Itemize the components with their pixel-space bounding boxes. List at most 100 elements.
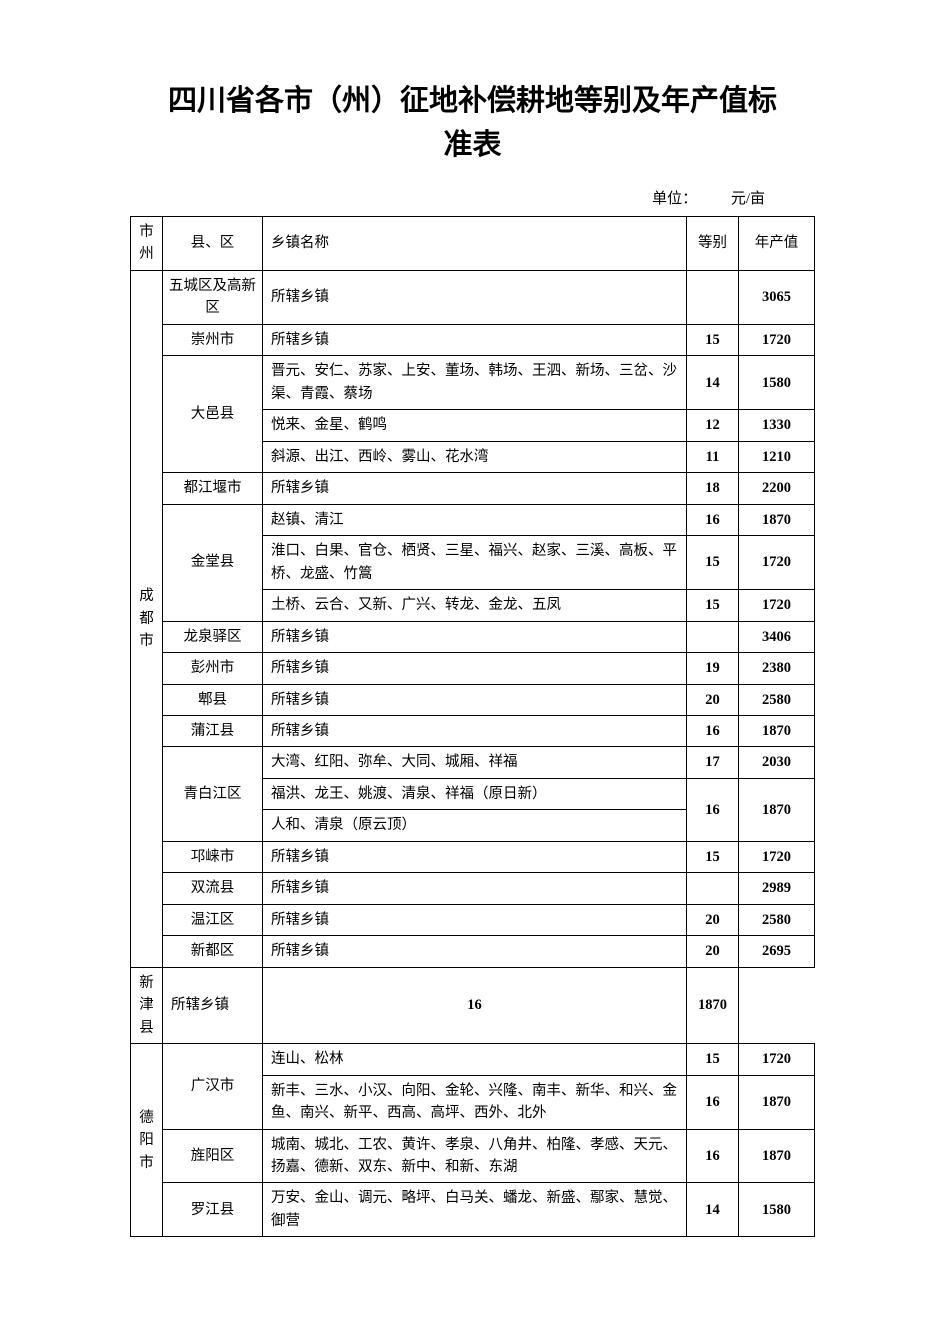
- town-cell: 人和、清泉（原云顶）: [263, 810, 687, 841]
- table-row: 都江堰市所辖乡镇182200: [131, 473, 815, 504]
- table-row: 新津县所辖乡镇161870: [131, 967, 815, 1043]
- town-cell: 所辖乡镇: [263, 621, 687, 652]
- table-row: 郫县所辖乡镇202580: [131, 684, 815, 715]
- grade-cell: 15: [687, 1044, 739, 1075]
- grade-cell: 14: [687, 1183, 739, 1237]
- county-cell: 彭州市: [163, 653, 263, 684]
- grade-cell: 17: [687, 747, 739, 778]
- table-row: 新都区所辖乡镇202695: [131, 936, 815, 967]
- table-row: 邛崃市所辖乡镇151720: [131, 841, 815, 872]
- value-cell: 1720: [739, 841, 815, 872]
- grade-cell: [687, 270, 739, 324]
- value-cell: 1870: [739, 1075, 815, 1129]
- town-cell: 所辖乡镇: [263, 841, 687, 872]
- title-line-2: 准表: [443, 129, 501, 161]
- header-town: 乡镇名称: [263, 217, 687, 271]
- county-cell: 邛崃市: [163, 841, 263, 872]
- city-cell: 成都市: [131, 270, 163, 967]
- grade-cell: [687, 873, 739, 904]
- value-cell: 2989: [739, 873, 815, 904]
- grade-cell: 19: [687, 653, 739, 684]
- county-cell: 温江区: [163, 904, 263, 935]
- town-cell: 万安、金山、调元、略坪、白马关、蟠龙、新盛、鄢家、慧觉、御营: [263, 1183, 687, 1237]
- town-cell: 大湾、红阳、弥牟、大同、城厢、祥福: [263, 747, 687, 778]
- value-cell: 1870: [739, 1129, 815, 1183]
- title-line-1: 四川省各市（州）征地补偿耕地等别及年产值标: [168, 85, 777, 117]
- county-cell: 蒲江县: [163, 715, 263, 746]
- town-cell: 福洪、龙王、姚渡、清泉、祥福（原日新）: [263, 778, 687, 809]
- town-cell: 晋元、安仁、苏家、上安、董场、韩场、王泗、新场、三岔、沙渠、青霞、蔡场: [263, 356, 687, 410]
- grade-cell: [687, 621, 739, 652]
- value-cell: 2695: [739, 936, 815, 967]
- town-cell: 土桥、云合、又新、广兴、转龙、金龙、五凤: [263, 590, 687, 621]
- grade-cell: 20: [687, 904, 739, 935]
- table-row: 双流县所辖乡镇 2989: [131, 873, 815, 904]
- value-cell: 1870: [739, 778, 815, 841]
- unit-label: 单位：: [652, 187, 697, 208]
- town-cell: 所辖乡镇: [263, 653, 687, 684]
- grade-cell: 18: [687, 473, 739, 504]
- town-cell: 悦来、金星、鹤鸣: [263, 410, 687, 441]
- value-cell: 2200: [739, 473, 815, 504]
- grade-cell: 16: [687, 778, 739, 841]
- county-cell: 龙泉驿区: [163, 621, 263, 652]
- county-cell: 罗江县: [163, 1183, 263, 1237]
- town-cell: 所辖乡镇: [263, 873, 687, 904]
- value-cell: 2580: [739, 684, 815, 715]
- table-row: 蒲江县所辖乡镇161870: [131, 715, 815, 746]
- county-cell: 大邑县: [163, 356, 263, 473]
- town-cell: 城南、城北、工农、黄许、孝泉、八角井、柏隆、孝感、天元、扬嘉、德新、双东、新中、…: [263, 1129, 687, 1183]
- header-grade: 等别: [687, 217, 739, 271]
- table-row: 大邑县晋元、安仁、苏家、上安、董场、韩场、王泗、新场、三岔、沙渠、青霞、蔡场14…: [131, 356, 815, 410]
- header-value: 年产值: [739, 217, 815, 271]
- town-cell: 所辖乡镇: [263, 270, 687, 324]
- grade-cell: 16: [687, 504, 739, 535]
- town-cell: 赵镇、清江: [263, 504, 687, 535]
- table-row: 龙泉驿区所辖乡镇 3406: [131, 621, 815, 652]
- table-row: 青白江区大湾、红阳、弥牟、大同、城厢、祥福172030: [131, 747, 815, 778]
- county-cell: 旌阳区: [163, 1129, 263, 1183]
- grade-cell: 15: [687, 536, 739, 590]
- unit-row: 单位： 元/亩: [130, 187, 815, 208]
- town-cell: 所辖乡镇: [163, 967, 263, 1043]
- value-cell: 2580: [739, 904, 815, 935]
- grade-cell: 15: [687, 841, 739, 872]
- county-cell: 金堂县: [163, 504, 263, 621]
- value-cell: 1870: [687, 967, 739, 1043]
- value-cell: 3406: [739, 621, 815, 652]
- header-county: 县、区: [163, 217, 263, 271]
- compensation-table: 市州 县、区 乡镇名称 等别 年产值 成都市五城区及高新区所辖乡镇3065崇州市…: [130, 216, 815, 1237]
- town-cell: 所辖乡镇: [263, 715, 687, 746]
- county-cell: 五城区及高新区: [163, 270, 263, 324]
- grade-cell: 14: [687, 356, 739, 410]
- county-cell: 双流县: [163, 873, 263, 904]
- value-cell: 2030: [739, 747, 815, 778]
- grade-cell: 16: [263, 967, 687, 1043]
- grade-cell: 15: [687, 324, 739, 355]
- table-header-row: 市州 县、区 乡镇名称 等别 年产值: [131, 217, 815, 271]
- grade-cell: 16: [687, 1075, 739, 1129]
- county-cell: 都江堰市: [163, 473, 263, 504]
- grade-cell: 20: [687, 936, 739, 967]
- county-cell: 郫县: [163, 684, 263, 715]
- document-title: 四川省各市（州）征地补偿耕地等别及年产值标 准表: [130, 80, 815, 167]
- table-row: 温江区所辖乡镇202580: [131, 904, 815, 935]
- table-row: 旌阳区城南、城北、工农、黄许、孝泉、八角井、柏隆、孝感、天元、扬嘉、德新、双东、…: [131, 1129, 815, 1183]
- town-cell: 所辖乡镇: [263, 936, 687, 967]
- town-cell: 所辖乡镇: [263, 473, 687, 504]
- county-cell: 新津县: [131, 967, 163, 1043]
- town-cell: 所辖乡镇: [263, 904, 687, 935]
- city-cell: 德阳市: [131, 1044, 163, 1237]
- table-row: 德阳市广汉市连山、松林151720: [131, 1044, 815, 1075]
- header-city: 市州: [131, 217, 163, 271]
- grade-cell: 15: [687, 590, 739, 621]
- county-cell: 崇州市: [163, 324, 263, 355]
- town-cell: 所辖乡镇: [263, 684, 687, 715]
- value-cell: 1580: [739, 356, 815, 410]
- county-cell: 新都区: [163, 936, 263, 967]
- town-cell: 斜源、出江、西岭、雾山、花水湾: [263, 441, 687, 472]
- grade-cell: 16: [687, 1129, 739, 1183]
- county-cell: 青白江区: [163, 747, 263, 841]
- value-cell: 1870: [739, 715, 815, 746]
- grade-cell: 11: [687, 441, 739, 472]
